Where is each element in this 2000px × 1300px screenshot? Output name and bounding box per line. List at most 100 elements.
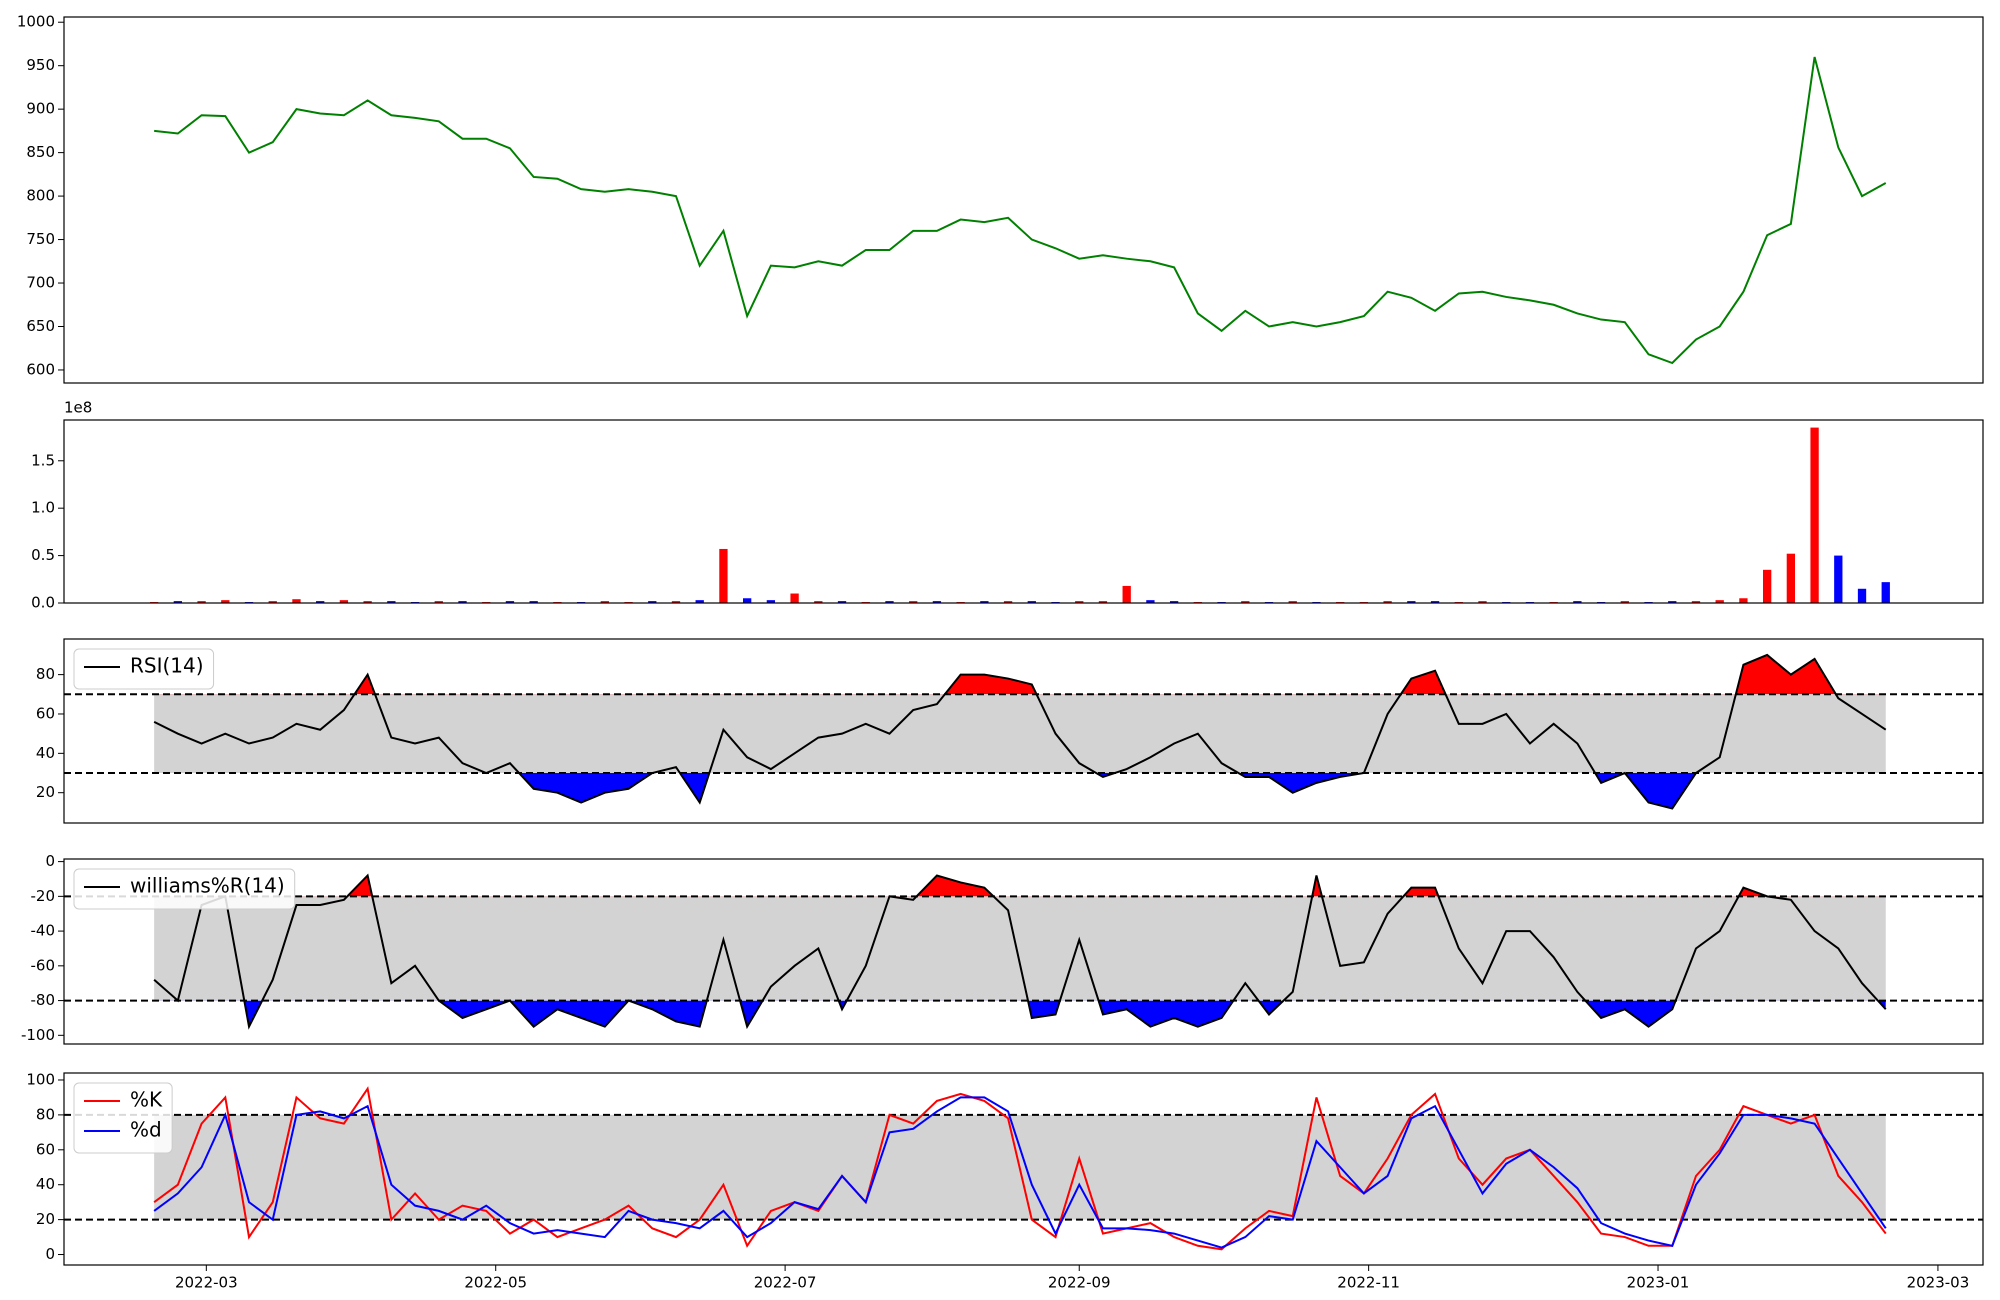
- legend-box: [73, 868, 296, 910]
- volume-bar: [1739, 598, 1748, 603]
- volume-bar: [1762, 569, 1772, 603]
- x-tick-label: 2022-09: [1048, 1274, 1111, 1292]
- volume-bar: [600, 601, 609, 603]
- volume-bar: [434, 601, 443, 603]
- volume-bar: [173, 601, 183, 603]
- volume-bar: [363, 601, 372, 603]
- volume-bar: [1383, 601, 1392, 603]
- x-tick-label: 2022-07: [754, 1274, 817, 1292]
- volume-bar: [1430, 601, 1440, 603]
- x-tick-label: 2022-11: [1337, 1274, 1400, 1292]
- x-tick-label: 2022-05: [464, 1274, 527, 1292]
- volume-bar: [1169, 601, 1179, 603]
- volume-bar: [648, 601, 657, 603]
- volume-bar: [221, 600, 230, 603]
- volume-bar: [1146, 600, 1155, 603]
- volume-bar: [1288, 601, 1297, 603]
- series-line: [154, 56, 1887, 365]
- volume-bar: [885, 601, 894, 603]
- y-tick-label: 0: [45, 852, 55, 870]
- volume-bar: [1075, 601, 1084, 603]
- legend: %K %d: [73, 1082, 173, 1154]
- volume-bar: [1098, 601, 1108, 603]
- volume-bar: [1881, 582, 1890, 603]
- volume-bar: [505, 601, 515, 603]
- legend-label: %K: [130, 1088, 163, 1112]
- oversold-fill: [244, 1000, 1886, 1027]
- x-tick-label: 2023-03: [1907, 1274, 1970, 1292]
- legend: RSI(14): [73, 648, 215, 690]
- y-tick-label: 60: [36, 1140, 55, 1158]
- plot-frame: [63, 858, 1984, 1045]
- y-tick-label: 20: [36, 783, 55, 801]
- y-tick-label: 600: [26, 360, 55, 378]
- y-tick-label: -20: [31, 887, 56, 905]
- volume-bar: [909, 601, 918, 603]
- volume-bar: [1620, 601, 1629, 603]
- volume-bar: [1668, 601, 1677, 603]
- y-tick-label: 950: [26, 56, 55, 74]
- y-tick-label: -60: [31, 956, 56, 974]
- volume-bar: [1691, 601, 1701, 603]
- y-tick-label: -80: [31, 991, 56, 1009]
- y-tick-label: 1.0: [31, 499, 55, 517]
- volume-bar: [766, 600, 776, 603]
- volume-bar: [1407, 601, 1416, 603]
- volume-bar: [1478, 601, 1487, 603]
- volume-bar: [695, 600, 704, 603]
- volume-bar: [837, 601, 847, 603]
- y-tick-label: 40: [36, 744, 55, 762]
- series-line: [153, 1086, 1887, 1251]
- y-tick-label: 0.5: [31, 546, 55, 564]
- y-tick-label: 80: [36, 1105, 55, 1123]
- volume-bar: [458, 601, 467, 603]
- volume-bar: [316, 601, 325, 603]
- y-tick-label: 100: [26, 1070, 55, 1088]
- y-tick-label: 850: [26, 143, 55, 161]
- volume-bar: [268, 601, 277, 603]
- x-tick-label: 2022-03: [175, 1274, 238, 1292]
- volume-bar: [197, 601, 206, 603]
- y-tick-label: 800: [26, 187, 55, 205]
- y-tick-label: 80: [36, 665, 55, 683]
- series-line: [153, 653, 1887, 810]
- y-tick-label: 0: [45, 1245, 55, 1263]
- y-tick-label: 40: [36, 1175, 55, 1193]
- overbought-fill: [154, 654, 1886, 695]
- legend: williams%R(14): [73, 868, 296, 910]
- legend-label: williams%R(14): [130, 874, 285, 898]
- volume-bar: [790, 593, 799, 603]
- volume-bar: [814, 601, 823, 603]
- y-tick-label: 650: [26, 317, 55, 335]
- volume-bar: [387, 601, 396, 603]
- volume-bar: [671, 601, 681, 603]
- legend-label: %d: [130, 1118, 162, 1142]
- y-tick-label: 1000: [17, 13, 55, 31]
- y-tick-label: -100: [21, 1026, 55, 1044]
- volume-bar: [1786, 553, 1796, 603]
- legend-label: RSI(14): [130, 654, 204, 678]
- plot-frame: [63, 419, 1984, 604]
- volume-bar: [1122, 585, 1131, 603]
- y-tick-label: 700: [26, 274, 55, 292]
- plot-frame: [63, 16, 1984, 384]
- volume-bar: [292, 599, 301, 603]
- volume-bar: [1810, 427, 1819, 603]
- volume-bar: [1715, 600, 1724, 603]
- offset-label: 1e8: [64, 399, 92, 417]
- y-tick-label: 750: [26, 230, 55, 248]
- volume-bar: [980, 601, 989, 603]
- neutral-band: [154, 896, 1886, 1001]
- volume-bar: [1573, 601, 1582, 603]
- y-tick-label: 60: [36, 704, 55, 722]
- volume-bar: [1857, 588, 1867, 603]
- volume-bar: [1241, 601, 1250, 603]
- neutral-band: [154, 694, 1886, 774]
- plot-frame: [63, 1072, 1984, 1266]
- volume-bar: [932, 601, 942, 603]
- y-tick-label: 20: [36, 1210, 55, 1228]
- volume-bar: [1834, 555, 1843, 603]
- volume-bar: [743, 598, 752, 603]
- volume-bar: [1027, 601, 1036, 603]
